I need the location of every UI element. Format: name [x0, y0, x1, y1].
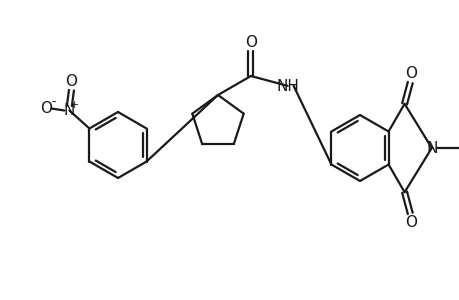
- Text: N: N: [64, 103, 75, 118]
- Text: -: -: [51, 95, 56, 108]
- Text: O: O: [404, 66, 416, 81]
- Text: O: O: [65, 74, 77, 89]
- Text: NH: NH: [275, 79, 298, 94]
- Text: O: O: [404, 215, 416, 230]
- Text: O: O: [244, 34, 256, 50]
- Text: O: O: [40, 101, 52, 116]
- Text: N: N: [425, 140, 437, 155]
- Text: +: +: [70, 100, 79, 110]
